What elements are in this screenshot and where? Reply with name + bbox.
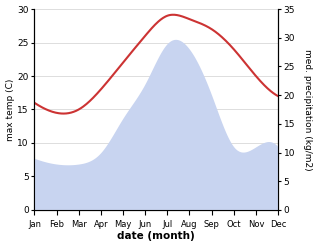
Y-axis label: max temp (C): max temp (C) — [5, 78, 15, 141]
X-axis label: date (month): date (month) — [117, 231, 195, 242]
Y-axis label: med. precipitation (kg/m2): med. precipitation (kg/m2) — [303, 49, 313, 170]
